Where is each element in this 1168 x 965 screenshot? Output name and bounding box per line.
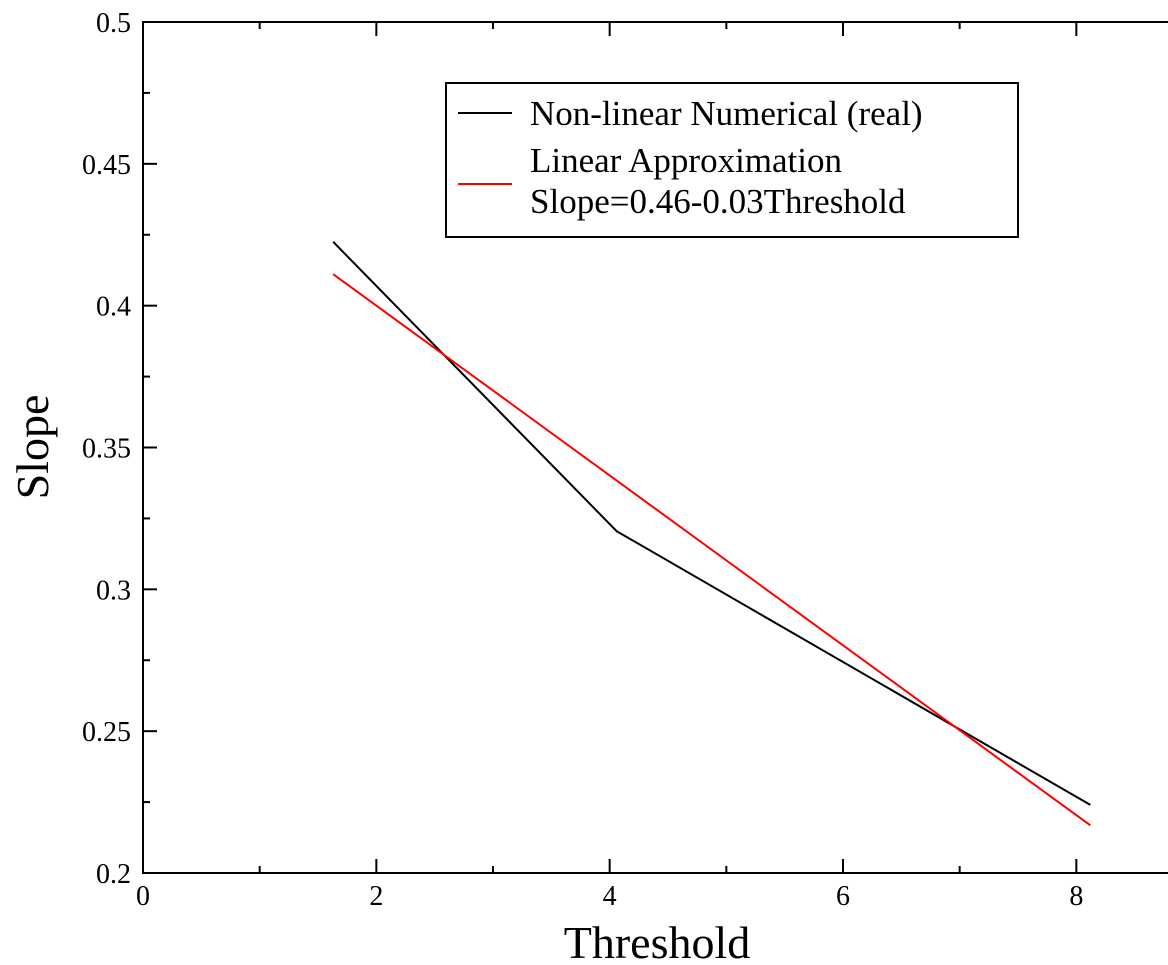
tick-labels: 0 2 4 6 8 0.2 0.25 0.3 0.35 0.4 0.45 0.5 [82,8,1083,912]
x-tick-label: 2 [369,881,383,912]
y-tick-label: 0.25 [82,717,131,748]
x-axis-title: Threshold [564,917,751,965]
y-tick-label: 0.35 [82,434,131,465]
x-tick-label: 0 [136,881,150,912]
y-tick-label: 0.2 [96,859,131,890]
x-tick-label: 8 [1069,881,1083,912]
series-lines [332,241,1091,827]
y-tick-label: 0.45 [82,150,131,181]
y-tick-label: 0.5 [96,8,131,39]
legend: Non-linear Numerical (real) Linear Appro… [445,82,1019,238]
legend-label-linear-line2: Slope=0.46-0.03Threshold [530,182,906,221]
legend-label-linear-line1: Linear Approximation [530,141,842,180]
legend-box [445,82,1019,238]
legend-label-nonlinear: Non-linear Numerical (real) [530,94,923,133]
y-axis-title: Slope [7,395,58,500]
y-tick-label: 0.3 [96,575,131,606]
x-tick-label: 6 [836,881,850,912]
x-tick-label: 4 [603,881,617,912]
y-tick-label: 0.4 [96,292,131,323]
series-line-linear-approximation [332,273,1091,827]
axis-ticks [142,21,1078,874]
series-line-nonlinear-numerical [332,241,1091,806]
